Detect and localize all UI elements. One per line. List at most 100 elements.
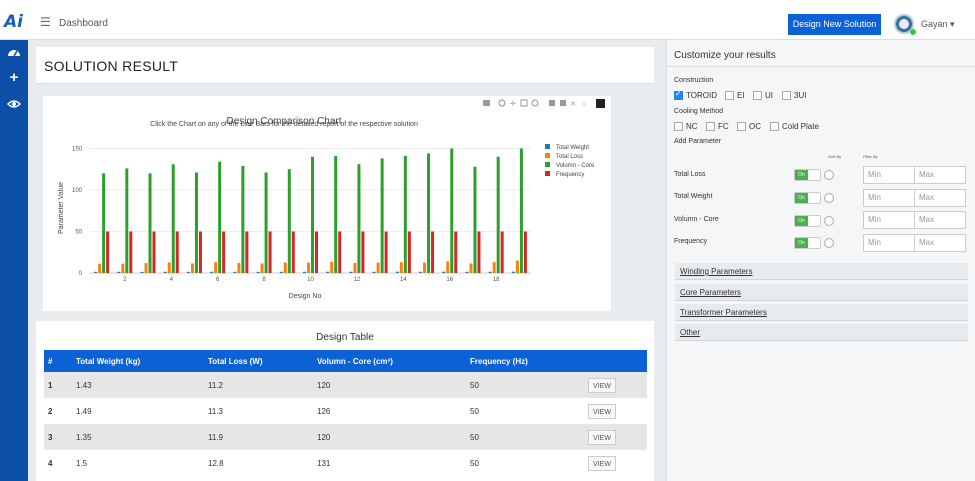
chart-modebar[interactable]: ✛ ✕ ⌂	[483, 99, 605, 108]
bar[interactable]	[353, 263, 357, 273]
bar[interactable]	[446, 261, 450, 273]
bar[interactable]	[140, 271, 144, 273]
bar[interactable]	[106, 231, 110, 273]
bar[interactable]	[256, 271, 260, 273]
design-new-solution-button[interactable]: Design New Solution	[788, 14, 881, 35]
bar[interactable]	[407, 231, 411, 273]
bar[interactable]	[357, 164, 361, 273]
sort-radio-total-weight[interactable]	[824, 193, 834, 203]
bar[interactable]	[268, 231, 272, 273]
bar[interactable]	[198, 231, 202, 273]
bar[interactable]	[102, 173, 106, 273]
legend-swatch[interactable]	[545, 162, 550, 167]
bar[interactable]	[488, 271, 492, 273]
bar[interactable]	[376, 262, 380, 273]
bar[interactable]	[427, 153, 431, 273]
checkbox-ui[interactable]	[753, 91, 762, 100]
zoom-in-icon[interactable]	[549, 100, 555, 106]
col-header-volume[interactable]: Volumn - Core (cm³)	[313, 350, 466, 372]
pan-icon[interactable]: ✛	[510, 100, 516, 108]
design-comparison-chart[interactable]: ✛ ✕ ⌂ 0 50 100 150 2 4 6 8 10 12 14 16 18 Design No Pa…	[43, 96, 611, 311]
bar[interactable]	[237, 263, 241, 273]
bar[interactable]	[194, 172, 198, 273]
view-button[interactable]: VIEW	[588, 429, 616, 445]
view-button[interactable]: VIEW	[588, 377, 616, 393]
bar[interactable]	[129, 231, 133, 273]
col-header-frequency[interactable]: Frequency (Hz)	[466, 350, 584, 372]
bar[interactable]	[121, 263, 125, 273]
bar[interactable]	[403, 155, 407, 273]
legend-label[interactable]: Total Loss	[556, 154, 583, 160]
bar[interactable]	[315, 231, 318, 273]
legend-swatch[interactable]	[545, 153, 550, 158]
accordion-transformer-parameters[interactable]: Transformer Parameters	[675, 304, 968, 321]
bar[interactable]	[98, 263, 102, 273]
user-menu[interactable]: Gayan ▾	[921, 19, 955, 30]
checkbox-nc[interactable]	[674, 122, 683, 131]
zoom-out-icon[interactable]	[560, 100, 566, 106]
accordion-core-parameters[interactable]: Core Parameters	[675, 284, 968, 301]
max-input-volumn-core[interactable]: Max	[914, 211, 966, 229]
bar[interactable]	[307, 262, 310, 273]
bar[interactable]	[515, 260, 519, 273]
legend-label[interactable]: Volumn - Core	[556, 163, 595, 169]
min-input-total-weight[interactable]: Min	[863, 189, 915, 207]
bar[interactable]	[245, 231, 249, 273]
bar[interactable]	[287, 169, 291, 273]
max-input-total-loss[interactable]: Max	[914, 166, 966, 184]
bar[interactable]	[442, 271, 446, 273]
min-input-frequency[interactable]: Min	[863, 234, 915, 252]
bar[interactable]	[469, 263, 473, 273]
bar[interactable]	[431, 231, 435, 273]
bar[interactable]	[218, 161, 222, 273]
plotly-logo-icon[interactable]	[596, 99, 605, 108]
legend-label[interactable]: Total Weight	[556, 145, 589, 151]
reset-axes-icon[interactable]: ⌂	[582, 101, 586, 108]
sort-radio-total-loss[interactable]	[824, 170, 834, 180]
bar[interactable]	[450, 148, 454, 273]
bar[interactable]	[330, 261, 334, 273]
bar[interactable]	[279, 271, 283, 273]
bar[interactable]	[511, 271, 515, 273]
toggle-total-weight[interactable]: On	[794, 192, 821, 204]
accordion-winding-parameters[interactable]: Winding Parameters	[675, 263, 968, 280]
bar[interactable]	[260, 263, 264, 273]
sort-radio-volumn-core[interactable]	[824, 216, 834, 226]
legend-swatch[interactable]	[545, 144, 550, 149]
bar[interactable]	[117, 271, 121, 273]
sort-radio-frequency[interactable]	[824, 238, 834, 248]
bar[interactable]	[186, 271, 190, 273]
bar[interactable]	[233, 271, 237, 273]
bar[interactable]	[148, 173, 152, 273]
zoom-icon[interactable]	[498, 99, 506, 107]
toggle-frequency[interactable]: On	[794, 237, 821, 249]
bar[interactable]	[519, 148, 523, 273]
legend-label[interactable]: Frequency	[556, 172, 584, 178]
autoscale-icon[interactable]: ✕	[570, 101, 576, 108]
avatar[interactable]	[894, 14, 914, 34]
checkbox-oc[interactable]	[737, 122, 746, 131]
bar[interactable]	[222, 231, 226, 273]
bar[interactable]	[241, 165, 245, 273]
bar[interactable]	[144, 263, 148, 273]
bar[interactable]	[214, 262, 218, 273]
bar[interactable]	[473, 166, 477, 273]
bar[interactable]	[334, 155, 338, 273]
min-input-total-loss[interactable]: Min	[863, 166, 915, 184]
accordion-other[interactable]: Other	[675, 324, 968, 341]
col-header-weight[interactable]: Total Weight (kg)	[72, 350, 204, 372]
table-row[interactable]: 3 1.35 11.9 120 50 VIEW	[44, 424, 647, 450]
bar[interactable]	[465, 271, 469, 273]
bar[interactable]	[311, 156, 314, 273]
bar[interactable]	[500, 231, 504, 273]
table-row[interactable]: 4 1.5 12.8 131 50 VIEW	[44, 450, 647, 476]
bar[interactable]	[372, 271, 376, 273]
max-input-frequency[interactable]: Max	[914, 234, 966, 252]
bar[interactable]	[349, 271, 353, 273]
bar[interactable]	[264, 172, 268, 273]
bar[interactable]	[361, 231, 365, 273]
max-input-total-weight[interactable]: Max	[914, 189, 966, 207]
bar[interactable]	[419, 271, 423, 273]
bar[interactable]	[384, 231, 388, 273]
bar[interactable]	[167, 262, 171, 273]
